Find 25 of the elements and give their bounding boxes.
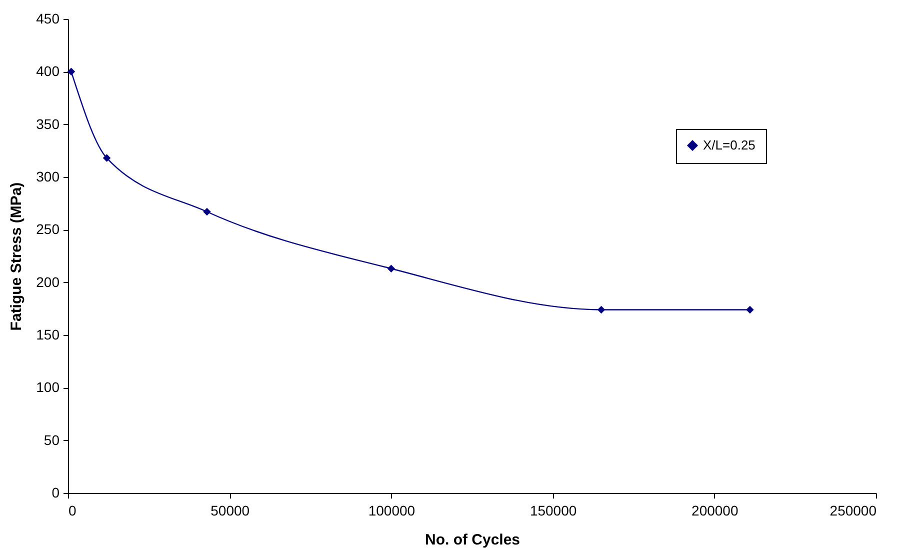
- y-tick-label: 200: [36, 274, 60, 290]
- legend-label: X/L=0.25: [703, 138, 756, 152]
- y-tick-label: 450: [36, 10, 60, 26]
- y-tick-label: 150: [36, 326, 60, 342]
- point: [746, 306, 754, 314]
- y-tick-label: 100: [36, 379, 60, 396]
- point: [102, 154, 111, 162]
- x-tick-label: 0: [68, 502, 76, 518]
- point: [387, 264, 396, 273]
- x-tick-label: 100000: [368, 502, 416, 518]
- x-tick-label: 250000: [830, 502, 877, 518]
- point: [203, 208, 211, 216]
- y-tick-label: 50: [44, 432, 60, 448]
- x-tick-label: 150000: [530, 502, 577, 518]
- point: [597, 306, 606, 314]
- x-axis-title: No. of Cycles: [424, 532, 520, 548]
- y-tick-label: 300: [36, 168, 60, 184]
- y-tick-label: 400: [36, 63, 60, 80]
- point: [67, 68, 76, 76]
- x-tick-label: 50000: [210, 502, 250, 518]
- x-tick-label: 200000: [692, 502, 738, 518]
- y-tick-label: 250: [36, 221, 60, 238]
- y-axis-title: Fatigue Stress (MPa): [8, 182, 26, 331]
- y-tick-label: 0: [52, 484, 60, 500]
- y-tick-label: 350: [36, 116, 60, 132]
